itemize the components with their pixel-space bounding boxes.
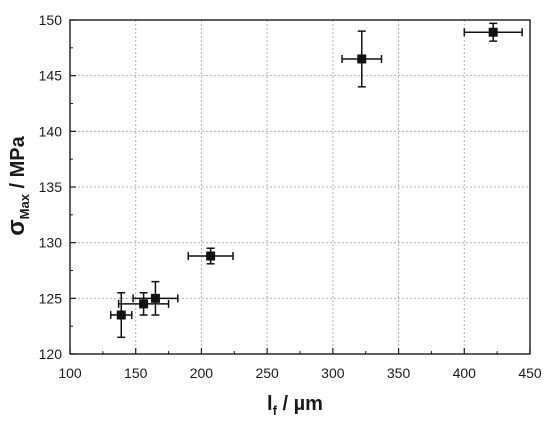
square-marker bbox=[357, 54, 367, 64]
y-tick-label: 145 bbox=[39, 68, 63, 84]
y-tick-label: 125 bbox=[39, 290, 63, 306]
data-point bbox=[132, 280, 179, 316]
y-tick-label: 120 bbox=[39, 346, 63, 362]
x-tick-label: 150 bbox=[124, 365, 148, 381]
x-tick-label: 400 bbox=[453, 365, 477, 381]
data-point bbox=[341, 30, 383, 88]
square-marker bbox=[116, 310, 126, 320]
data-point bbox=[187, 247, 234, 265]
y-tick-label: 150 bbox=[39, 12, 63, 28]
data-point bbox=[117, 292, 170, 316]
y-axis-title: σMax / MPa bbox=[3, 135, 32, 235]
x-tick-label: 350 bbox=[387, 365, 411, 381]
y-tick-label: 140 bbox=[39, 123, 63, 139]
x-tick-label: 250 bbox=[255, 365, 279, 381]
x-tick-label: 200 bbox=[190, 365, 214, 381]
x-tick-label: 300 bbox=[321, 365, 345, 381]
square-marker bbox=[150, 293, 160, 303]
y-tick-label: 130 bbox=[39, 235, 63, 251]
square-marker bbox=[139, 299, 149, 309]
data-points bbox=[109, 22, 523, 339]
square-marker bbox=[488, 27, 498, 37]
x-tick-label: 450 bbox=[518, 365, 542, 381]
axis-ticks: 100 150 200 250 300 350 400 450 120 125 130 135 140 1… bbox=[39, 12, 542, 381]
x-tick-label: 100 bbox=[58, 365, 82, 381]
y-tick-label: 135 bbox=[39, 179, 63, 195]
data-point bbox=[109, 292, 133, 339]
square-marker bbox=[206, 251, 216, 261]
data-point bbox=[463, 22, 523, 42]
x-axis-title: lf / µm bbox=[267, 393, 323, 418]
